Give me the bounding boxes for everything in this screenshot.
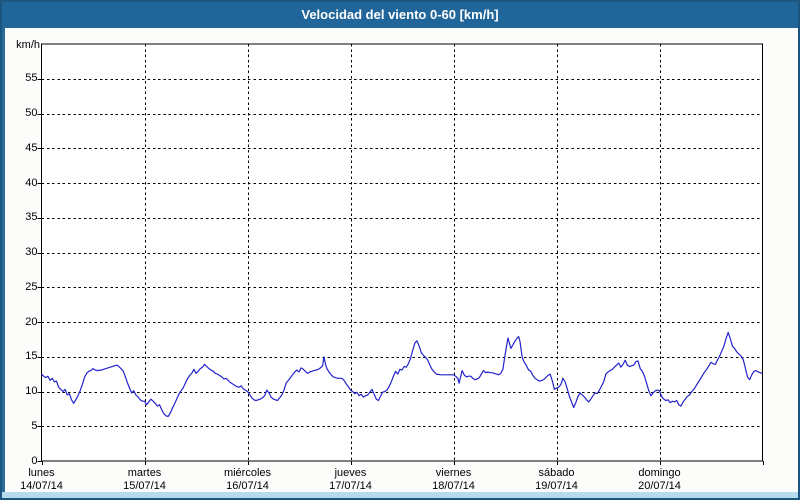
y-axis-label: 0 <box>31 454 38 467</box>
x-axis-day-name: viernes <box>435 467 472 479</box>
y-axis-label: 40 <box>25 176 38 189</box>
x-axis-day-label: sábado 19/07/14 <box>505 467 609 493</box>
x-axis-day-name: miércoles <box>223 467 272 479</box>
left-frame-strip <box>2 28 5 498</box>
x-axis-day-label: domingo 20/07/14 <box>608 467 712 493</box>
y-axis-label: 30 <box>25 246 38 258</box>
x-axis-day-label: lunes 14/07/14 <box>2 467 94 493</box>
x-axis-day-label: miércoles 16/07/14 <box>196 467 300 493</box>
x-axis-day-date: 15/07/14 <box>123 480 166 492</box>
x-axis-day-date: 19/07/14 <box>535 480 578 492</box>
x-axis-day-name: domingo <box>638 467 681 479</box>
x-axis-day-name: jueves <box>334 467 367 479</box>
title-bar: Velocidad del viento 0-60 [km/h] <box>2 2 798 28</box>
x-axis-day-label: jueves 17/07/14 <box>299 467 403 493</box>
x-axis-day-name: martes <box>127 467 162 479</box>
chart-title: Velocidad del viento 0-60 [km/h] <box>301 7 499 22</box>
x-axis-day-date: 16/07/14 <box>226 480 269 492</box>
x-axis-day-date: 17/07/14 <box>329 480 372 492</box>
x-axis-day-name: sábado <box>538 467 575 479</box>
y-axis-label: 55 <box>25 72 38 85</box>
x-axis-day-label: martes 15/07/14 <box>93 467 197 493</box>
y-axis-label: 20 <box>25 315 38 328</box>
y-axis-label: 25 <box>25 280 38 293</box>
x-axis-day-label: viernes 18/07/14 <box>402 467 506 493</box>
x-axis-day-date: 20/07/14 <box>638 480 681 492</box>
y-axis-label: 50 <box>25 107 38 119</box>
x-axis-day-date: 18/07/14 <box>432 480 475 492</box>
x-axis-day-name: lunes <box>28 467 55 479</box>
plot-area <box>40 42 761 460</box>
y-axis-label: 10 <box>25 385 38 397</box>
x-axis-day-date: 14/07/14 <box>20 480 63 492</box>
y-axis-label: 5 <box>31 419 38 432</box>
bottom-frame-band <box>2 492 798 498</box>
y-axis-label: 15 <box>25 350 38 363</box>
y-axis-label: 45 <box>25 141 38 154</box>
y-axis-unit-label: km/h <box>16 39 40 51</box>
y-axis-label: 35 <box>25 211 38 224</box>
